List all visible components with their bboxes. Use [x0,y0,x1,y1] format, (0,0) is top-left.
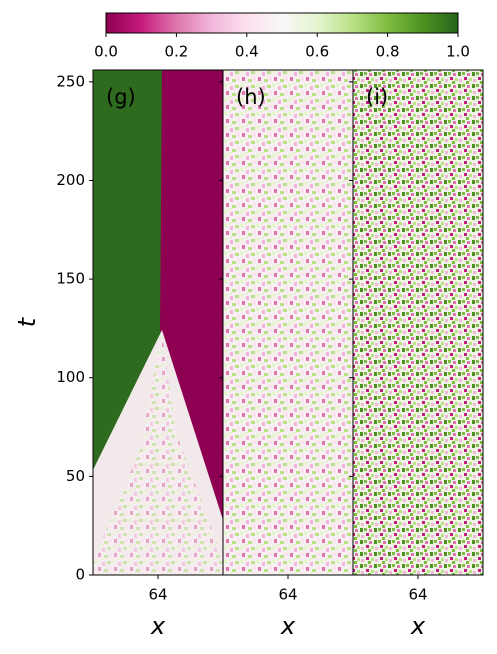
heatmap-i [353,70,483,575]
panel-label: (i) [366,85,388,109]
x-tick-label: 64 [148,586,167,604]
colorbar-tick-label: 0.6 [305,43,329,61]
y-tick-label: 150 [56,270,85,288]
heatmap-g [93,70,223,575]
x-tick-label: 64 [408,586,427,604]
x-axis-label: x [280,612,296,640]
panel-label: (g) [106,85,136,109]
colorbar-tick-label: 1.0 [446,43,470,61]
x-axis-label: x [150,612,166,640]
y-axis-label: t [13,316,41,327]
heatmap-h [223,70,353,575]
colorbar-tick-label: 0.8 [376,43,400,61]
x-axis-label: x [410,612,426,640]
y-tick-label: 200 [56,171,85,189]
panel-label: (h) [236,85,266,109]
x-tick-label: 64 [278,586,297,604]
colorbar-tick-label: 0.4 [235,43,259,61]
colorbar-tick-label: 0.0 [94,43,118,61]
y-tick-label: 100 [56,368,85,386]
y-tick-label: 50 [66,467,85,485]
colorbar-tick-label: 0.2 [164,43,188,61]
colorbar [105,12,459,34]
y-tick-label: 0 [75,566,85,584]
y-tick-label: 250 [56,72,85,90]
